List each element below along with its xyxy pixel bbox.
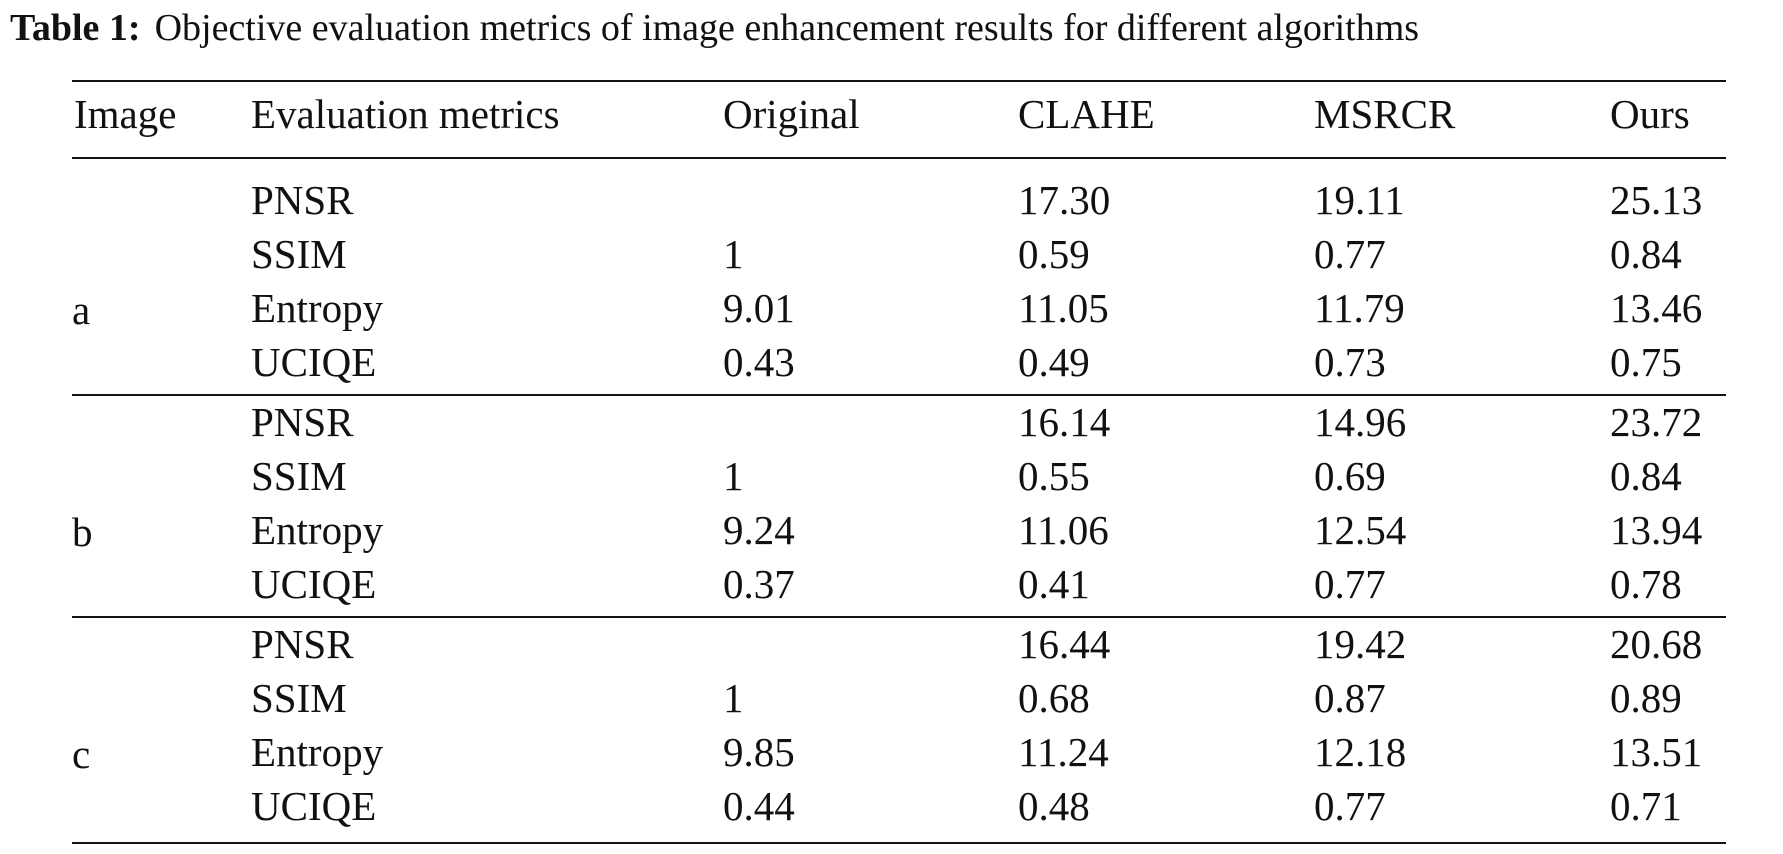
msrcr-cell: 0.73 [1314, 339, 1386, 385]
msrcr-cell: 0.77 [1314, 783, 1386, 829]
metric-cell: SSIM [251, 675, 347, 721]
header-evaluation-metrics: Evaluation metrics [251, 91, 560, 137]
group-image-label: b [72, 509, 93, 555]
msrcr-cell: 19.11 [1314, 177, 1405, 223]
ours-cell: 0.71 [1610, 783, 1682, 829]
clahe-cell: 0.41 [1018, 561, 1090, 607]
clahe-cell: 0.49 [1018, 339, 1090, 385]
original-cell: 0.37 [723, 561, 795, 607]
table-top-rule [72, 80, 1726, 82]
table-bottom-rule [72, 842, 1726, 844]
msrcr-cell: 19.42 [1314, 621, 1407, 667]
ours-cell: 25.13 [1610, 177, 1703, 223]
ours-cell: 23.72 [1610, 399, 1703, 445]
table-header-rule [72, 157, 1726, 159]
metric-cell: Entropy [251, 507, 384, 553]
header-image: Image [74, 91, 177, 137]
original-cell: 9.85 [723, 729, 795, 775]
clahe-cell: 11.24 [1018, 729, 1109, 775]
ours-cell: 0.84 [1610, 231, 1682, 277]
ours-cell: 13.94 [1610, 507, 1703, 553]
clahe-cell: 11.06 [1018, 507, 1109, 553]
caption-text: Objective evaluation metrics of image en… [154, 7, 1420, 49]
header-ours: Ours [1610, 91, 1690, 137]
clahe-cell: 17.30 [1018, 177, 1111, 223]
original-cell: 0.43 [723, 339, 795, 385]
header-msrcr: MSRCR [1314, 91, 1456, 137]
msrcr-cell: 12.54 [1314, 507, 1407, 553]
metric-cell: PNSR [251, 177, 354, 223]
clahe-cell: 0.48 [1018, 783, 1090, 829]
group-image-label: c [72, 731, 91, 777]
original-cell: 0.44 [723, 783, 795, 829]
metric-cell: SSIM [251, 453, 347, 499]
metric-cell: Entropy [251, 285, 384, 331]
metric-cell: PNSR [251, 399, 354, 445]
metric-cell: PNSR [251, 621, 354, 667]
original-cell: 1 [723, 675, 744, 721]
clahe-cell: 0.55 [1018, 453, 1090, 499]
original-cell: 9.24 [723, 507, 795, 553]
metric-cell: UCIQE [251, 783, 377, 829]
clahe-cell: 0.59 [1018, 231, 1090, 277]
msrcr-cell: 0.77 [1314, 561, 1386, 607]
ours-cell: 0.75 [1610, 339, 1682, 385]
ours-cell: 13.51 [1610, 729, 1703, 775]
metric-cell: SSIM [251, 231, 347, 277]
header-original: Original [723, 91, 860, 137]
clahe-cell: 11.05 [1018, 285, 1109, 331]
ours-cell: 0.89 [1610, 675, 1682, 721]
original-cell: 1 [723, 453, 744, 499]
clahe-cell: 16.44 [1018, 621, 1111, 667]
msrcr-cell: 0.77 [1314, 231, 1386, 277]
metric-cell: Entropy [251, 729, 384, 775]
caption-label: Table 1: [10, 7, 141, 49]
ours-cell: 20.68 [1610, 621, 1703, 667]
metric-cell: UCIQE [251, 339, 377, 385]
msrcr-cell: 0.69 [1314, 453, 1386, 499]
msrcr-cell: 11.79 [1314, 285, 1405, 331]
ours-cell: 0.78 [1610, 561, 1682, 607]
msrcr-cell: 0.87 [1314, 675, 1386, 721]
ours-cell: 0.84 [1610, 453, 1682, 499]
msrcr-cell: 14.96 [1314, 399, 1407, 445]
original-cell: 1 [723, 231, 744, 277]
group-divider-rule [72, 394, 1726, 396]
ours-cell: 13.46 [1610, 285, 1703, 331]
group-divider-rule [72, 616, 1726, 618]
original-cell: 9.01 [723, 285, 795, 331]
clahe-cell: 0.68 [1018, 675, 1090, 721]
group-image-label: a [72, 287, 91, 333]
msrcr-cell: 12.18 [1314, 729, 1407, 775]
table-caption: Table 1: Objective evaluation metrics of … [10, 6, 1419, 50]
clahe-cell: 16.14 [1018, 399, 1111, 445]
metric-cell: UCIQE [251, 561, 377, 607]
header-clahe: CLAHE [1018, 91, 1155, 137]
